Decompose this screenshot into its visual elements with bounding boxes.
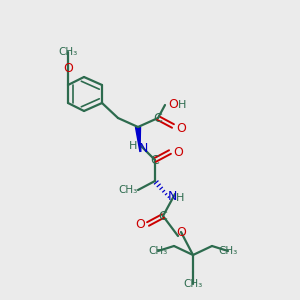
Text: O: O [176, 226, 186, 238]
Text: N: N [138, 142, 148, 154]
Text: CH₃: CH₃ [218, 246, 238, 256]
Text: C: C [151, 154, 159, 166]
Text: H: H [176, 193, 184, 203]
Text: N: N [167, 190, 177, 202]
Text: C: C [154, 112, 162, 124]
Text: CH₃: CH₃ [58, 47, 78, 57]
Text: H: H [178, 100, 186, 110]
Polygon shape [136, 127, 140, 152]
Text: C: C [159, 209, 167, 223]
Text: O: O [135, 218, 145, 230]
Text: CH₃: CH₃ [118, 185, 138, 195]
Text: O: O [63, 61, 73, 74]
Text: O: O [168, 98, 178, 112]
Text: CH₃: CH₃ [148, 246, 168, 256]
Text: H: H [129, 141, 137, 151]
Text: CH₃: CH₃ [183, 279, 202, 289]
Text: O: O [176, 122, 186, 134]
Text: O: O [173, 146, 183, 158]
